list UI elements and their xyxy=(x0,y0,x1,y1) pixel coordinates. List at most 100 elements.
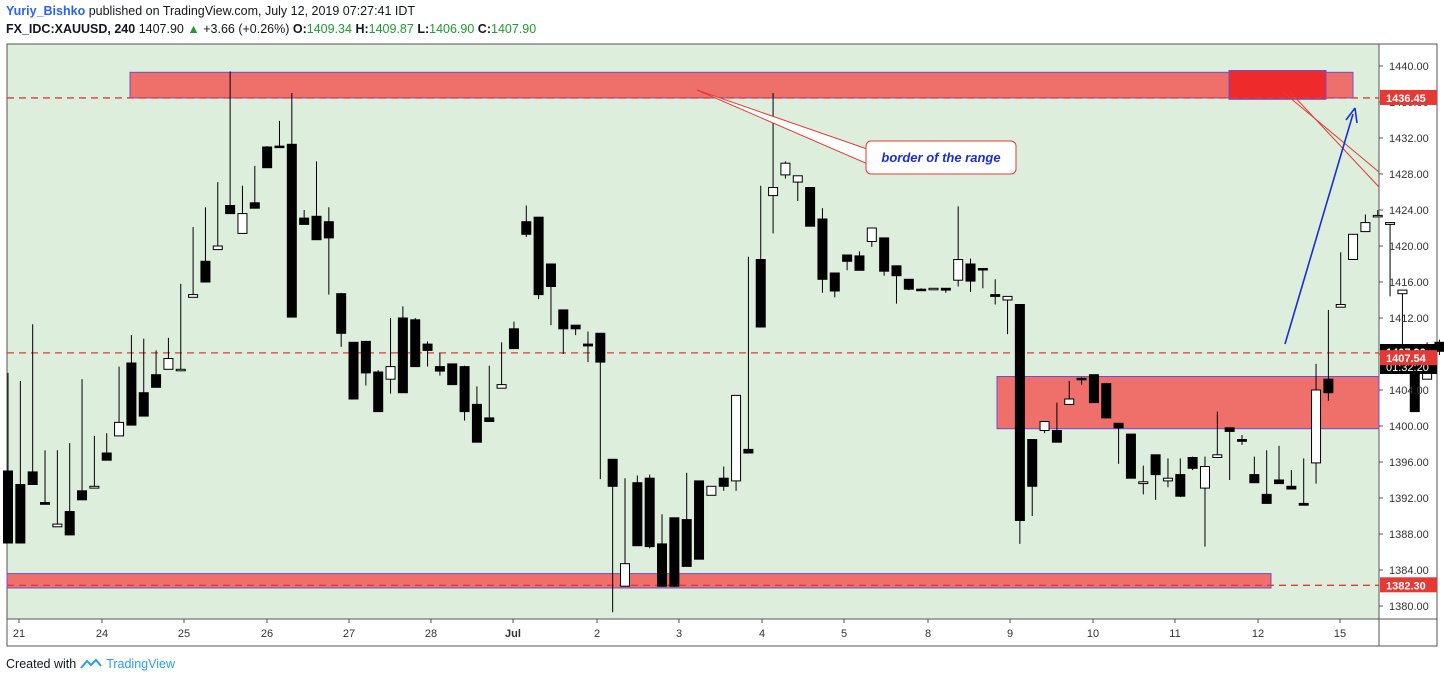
candle-down xyxy=(1027,439,1038,487)
candle-down xyxy=(545,263,556,287)
candle-up xyxy=(188,294,199,298)
y-tick-label: 1388.00 xyxy=(1389,529,1429,541)
candle-down xyxy=(940,287,951,291)
candle-down xyxy=(151,374,162,388)
candle-down xyxy=(694,480,705,560)
support-zone[interactable] xyxy=(996,376,1380,430)
candle-down xyxy=(138,392,149,417)
candle-up xyxy=(385,366,396,380)
candle-up xyxy=(1138,481,1149,485)
author-link[interactable]: Yuriy_Bishko xyxy=(6,4,86,18)
high-value: 1409.87 xyxy=(368,22,414,36)
candle-down xyxy=(916,288,927,292)
candle-down xyxy=(77,490,88,501)
candle-down xyxy=(558,309,569,330)
x-tick-label: 11 xyxy=(1169,628,1180,640)
created-with-text: Created with xyxy=(6,657,77,671)
candle-down xyxy=(842,254,853,262)
candle-down xyxy=(27,471,38,485)
candle-up xyxy=(1311,389,1322,464)
candle-down xyxy=(434,366,445,372)
candle-down xyxy=(40,502,51,505)
y-tick-label: 1400.00 xyxy=(1389,421,1429,433)
x-tick-label: 24 xyxy=(96,628,108,640)
candle-down xyxy=(299,217,310,225)
candle-down xyxy=(1323,378,1334,394)
candle-up xyxy=(620,563,630,587)
y-tick-label: 1396.00 xyxy=(1389,457,1429,469)
candle-down xyxy=(225,205,236,215)
candle-down xyxy=(743,448,754,454)
annotation-text: border of the range xyxy=(881,150,1000,165)
candle-up xyxy=(1372,214,1383,218)
candle-up xyxy=(1039,421,1050,431)
price-label-1382-bg xyxy=(1380,577,1437,593)
candle-up xyxy=(780,162,791,176)
candle-down xyxy=(336,293,347,334)
target-zone[interactable] xyxy=(1228,70,1327,100)
candle-up xyxy=(1335,304,1346,308)
candle-down xyxy=(101,452,112,461)
candle-down xyxy=(126,362,137,426)
candle-down xyxy=(632,482,643,547)
candle-up xyxy=(928,287,939,291)
candle-down xyxy=(965,263,976,282)
candle-up xyxy=(792,175,803,183)
x-tick-label: 28 xyxy=(425,628,437,640)
x-tick-label: 15 xyxy=(1334,628,1346,640)
candle-down xyxy=(570,324,581,330)
candle-down xyxy=(805,187,816,227)
projection-arrow xyxy=(1284,113,1354,345)
footer: Created with TradingView xyxy=(6,657,175,671)
candle-down xyxy=(990,294,1001,297)
candle-down xyxy=(348,341,359,400)
candle-up xyxy=(1360,222,1371,233)
candle-up xyxy=(768,187,779,197)
candle-up xyxy=(1212,454,1223,458)
candle-down xyxy=(879,237,890,272)
candle-up xyxy=(212,245,223,251)
x-tick-label: 4 xyxy=(759,628,765,640)
y-tick-label: 1420.00 xyxy=(1389,241,1429,253)
y-tick-label: 1404.00 xyxy=(1389,385,1429,397)
bottom-support-zone[interactable] xyxy=(6,573,1272,589)
published-text: published on TradingView.com, July 12, 2… xyxy=(88,4,416,18)
candle-down xyxy=(3,470,13,544)
candle-down xyxy=(1286,485,1297,490)
candle-down xyxy=(1125,433,1136,479)
candle-down xyxy=(1261,493,1272,504)
candle-up xyxy=(1162,477,1173,482)
low-label: L: xyxy=(417,22,430,36)
y-tick-label: 1384.00 xyxy=(1389,565,1429,577)
candle-down xyxy=(817,218,828,280)
y-tick-label: 1416.00 xyxy=(1389,277,1429,289)
candle-up xyxy=(496,384,507,389)
x-tick-label: 5 xyxy=(841,628,847,640)
y-tick-label: 1428.00 xyxy=(1389,169,1429,181)
candle-down xyxy=(533,216,544,296)
x-tick-label: 8 xyxy=(925,628,931,640)
candle-down xyxy=(891,265,902,277)
x-tick-label: 12 xyxy=(1252,628,1264,640)
top-resistance-zone[interactable] xyxy=(129,71,1354,99)
x-tick-label: 25 xyxy=(178,628,190,640)
candle-down xyxy=(657,543,668,587)
candle-down xyxy=(1014,304,1025,521)
candle-down xyxy=(1298,502,1309,506)
candle-down xyxy=(718,477,729,487)
close-value: 1407.90 xyxy=(491,22,537,36)
candle-down xyxy=(64,511,75,536)
x-tick-label: 9 xyxy=(1007,628,1013,640)
trend-line-upper xyxy=(1282,91,1380,173)
candle-down xyxy=(373,371,384,413)
candle-up xyxy=(52,523,63,528)
plot-background xyxy=(7,44,1379,619)
candle-down xyxy=(508,328,519,350)
tradingview-brand[interactable]: TradingView xyxy=(106,657,175,671)
candle-up xyxy=(175,368,186,372)
candle-down xyxy=(286,143,297,318)
y-tick-label: 1424.00 xyxy=(1389,205,1429,217)
annotation-box xyxy=(865,140,1017,175)
candle-up xyxy=(163,358,174,370)
